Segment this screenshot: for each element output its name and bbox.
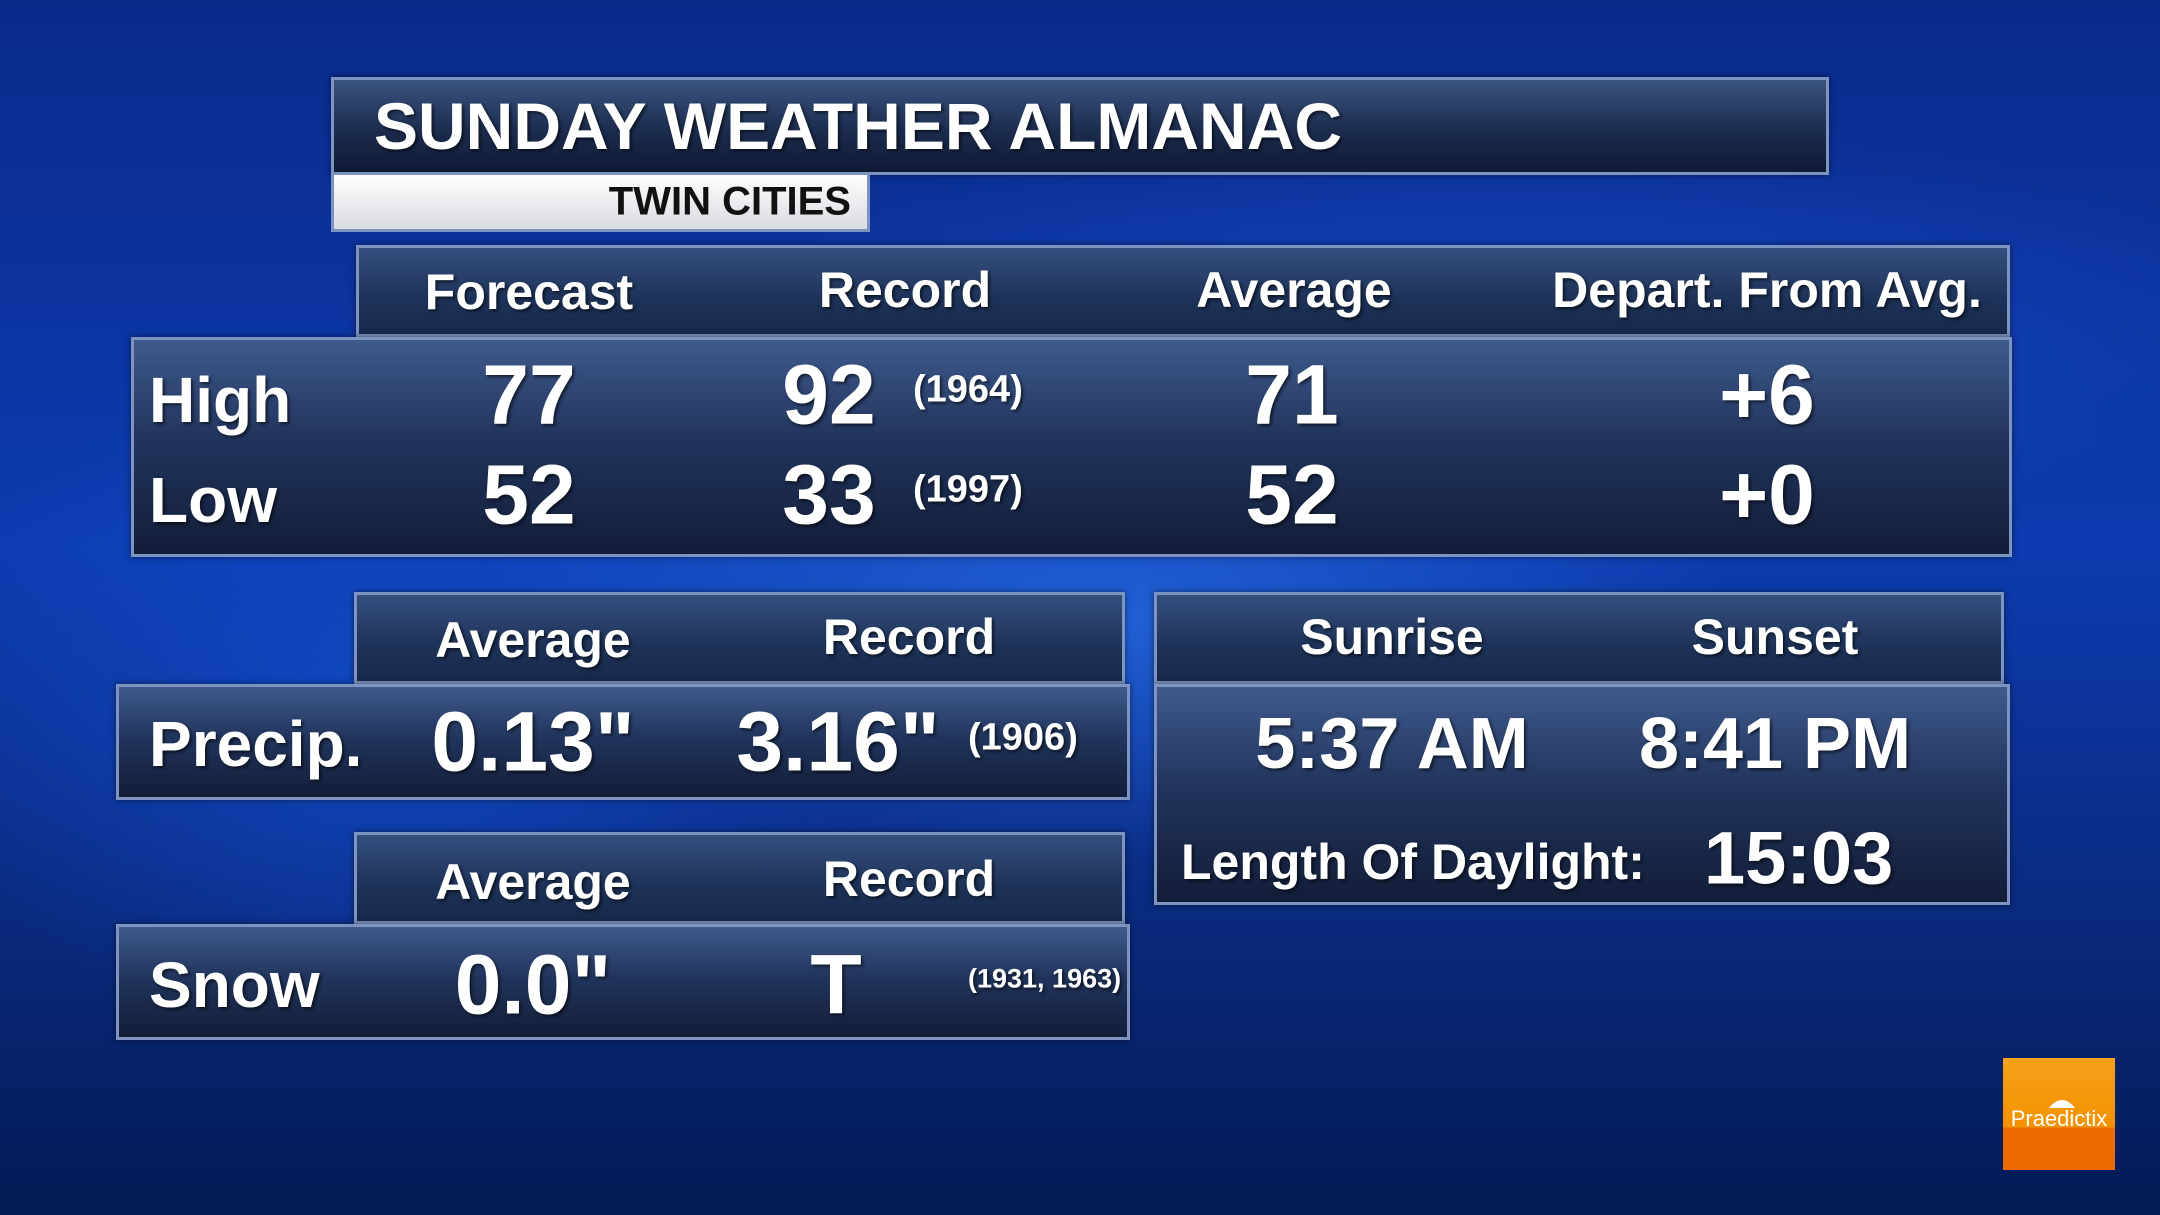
high-record: 92: [782, 347, 876, 442]
header-record: Record: [818, 262, 992, 318]
title-bar: SUNDAY WEATHER ALMANAC: [331, 77, 1829, 175]
low-record-year: (1997): [913, 468, 1023, 511]
location-bar: TWIN CITIES: [331, 172, 870, 232]
daylight-length: 15:03: [1704, 816, 1894, 900]
snow-header-record: Record: [822, 851, 996, 907]
location-label: TWIN CITIES: [608, 179, 851, 224]
snow-header-average: Average: [435, 854, 631, 910]
snow-record-years: (1931, 1963): [968, 963, 1122, 994]
sunrise-header: Sunrise: [1300, 609, 1484, 665]
snow-record: T: [810, 937, 862, 1032]
precip-header: [354, 592, 1125, 684]
high-average: 71: [1245, 347, 1339, 442]
low-forecast: 52: [482, 447, 576, 542]
precip-record: 3.16": [736, 694, 940, 789]
low-departure: +0: [1719, 447, 1815, 542]
daylight-label: Length Of Daylight:: [1181, 834, 1645, 890]
page-title: SUNDAY WEATHER ALMANAC: [374, 89, 1343, 163]
temps-table: [131, 337, 2012, 557]
temps-header: [356, 245, 2010, 337]
row-label-high: High: [149, 364, 292, 436]
precip-record-year: (1906): [968, 716, 1078, 759]
snow-header: [354, 832, 1125, 924]
precip-average: 0.13": [431, 694, 635, 789]
header-forecast: Forecast: [424, 264, 634, 320]
low-average: 52: [1245, 447, 1339, 542]
sunset-header: Sunset: [1691, 609, 1859, 665]
low-record: 33: [782, 447, 876, 542]
high-forecast: 77: [482, 347, 576, 442]
sun-header: [1154, 592, 2004, 684]
snow-row: [116, 924, 1130, 1040]
praedictix-logo: Praedictix: [2003, 1058, 2115, 1170]
precip-header-average: Average: [435, 612, 631, 668]
sunset-time: 8:41 PM: [1638, 704, 1912, 784]
sun-panel: [1154, 684, 2010, 905]
header-average: Average: [1196, 262, 1392, 318]
row-label-low: Low: [149, 464, 277, 536]
snow-average: 0.0": [454, 937, 612, 1032]
sunrise-time: 5:37 AM: [1255, 704, 1529, 784]
high-record-year: (1964): [913, 368, 1023, 411]
header-departure: Depart. From Avg.: [1552, 262, 1982, 318]
precip-row: [116, 684, 1130, 800]
umbrella-icon: [2049, 1100, 2075, 1108]
logo-text: Praedictix: [2010, 1106, 2108, 1131]
snow-label: Snow: [149, 949, 320, 1021]
high-departure: +6: [1719, 347, 1815, 442]
precip-header-record: Record: [822, 609, 996, 665]
precip-label: Precip.: [149, 708, 363, 780]
